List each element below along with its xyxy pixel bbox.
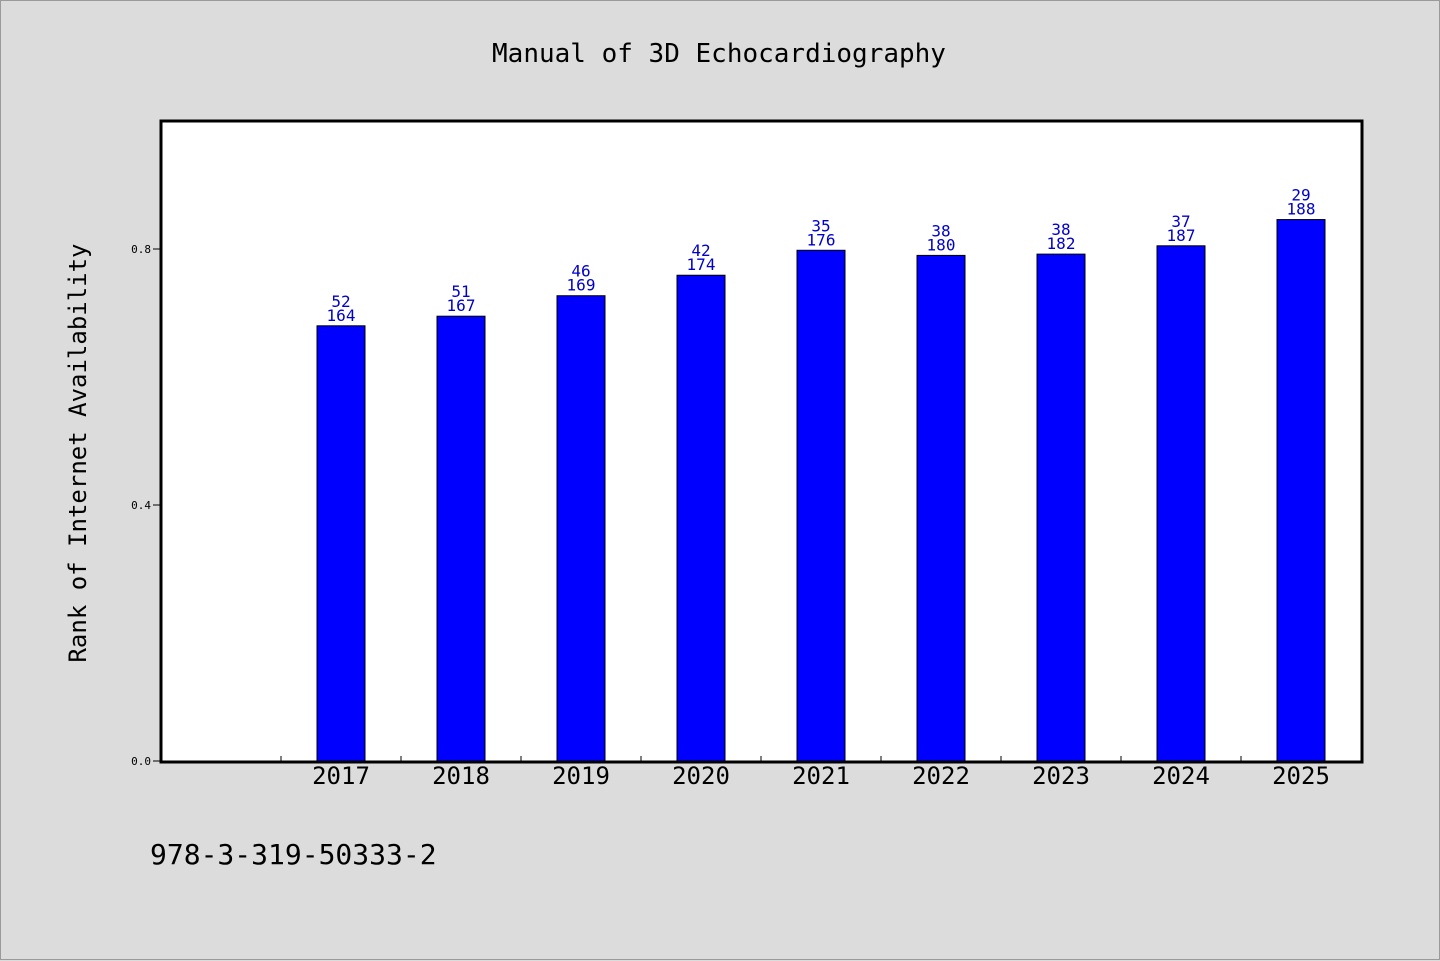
data-label-top-2017: 52 xyxy=(331,292,350,311)
bar-2025 xyxy=(1276,219,1326,762)
bar-2020 xyxy=(676,274,726,762)
data-label-bottom-2024: 187 xyxy=(1167,226,1196,245)
data-label-bottom-2022: 180 xyxy=(927,235,956,254)
bar-2019 xyxy=(556,295,606,762)
data-label-top-2022: 38 xyxy=(931,221,950,240)
data-label-top-2020: 42 xyxy=(691,241,710,260)
data-label-bottom-2021: 176 xyxy=(807,230,836,249)
x-tick-label-2019: 2019 xyxy=(552,762,610,790)
data-label-bottom-2019: 169 xyxy=(567,276,596,295)
data-label-bottom-2025: 188 xyxy=(1287,200,1316,219)
data-label-bottom-2018: 167 xyxy=(447,296,476,315)
x-tick-label-2024: 2024 xyxy=(1152,762,1210,790)
isbn-footnote: 978-3-319-50333-2 xyxy=(150,838,437,871)
y-tick-label: 0.8 xyxy=(131,243,151,256)
data-label-top-2024: 37 xyxy=(1171,212,1190,231)
x-tick-label-2023: 2023 xyxy=(1032,762,1090,790)
y-tick-label: 0.4 xyxy=(131,499,151,512)
bar-2017 xyxy=(316,325,366,762)
data-label-top-2025: 29 xyxy=(1291,186,1310,205)
bar-2023 xyxy=(1036,253,1086,762)
bar-2024 xyxy=(1156,245,1206,762)
x-tick-label-2020: 2020 xyxy=(672,762,730,790)
y-axis: 0.0 0.4 0.8 xyxy=(131,243,161,768)
x-tick-label-2021: 2021 xyxy=(792,762,850,790)
data-label-bottom-2017: 164 xyxy=(327,306,356,325)
y-axis-label: Rank of Internet Availability xyxy=(64,243,92,662)
data-label-top-2018: 51 xyxy=(451,282,470,301)
bar-2021 xyxy=(796,249,846,762)
data-label-top-2021: 35 xyxy=(811,216,830,235)
data-label-top-2023: 38 xyxy=(1051,220,1070,239)
bar-2018 xyxy=(436,315,486,762)
x-tick-label-2022: 2022 xyxy=(912,762,970,790)
data-label-bottom-2023: 182 xyxy=(1047,234,1076,253)
x-tick-label-2025: 2025 xyxy=(1272,762,1330,790)
data-label-top-2019: 46 xyxy=(571,262,590,281)
bar-2022 xyxy=(916,254,966,762)
y-tick-label: 0.0 xyxy=(131,755,151,768)
x-axis: 2017 2018 2019 2020 2021 2022 2023 2024 2025 xyxy=(280,756,1330,790)
x-tick-label-2017: 2017 xyxy=(312,762,370,790)
chart-title: Manual of 3D Echocardiography xyxy=(492,39,946,69)
data-label-bottom-2020: 174 xyxy=(687,255,716,274)
x-tick-label-2018: 2018 xyxy=(432,762,490,790)
bars-layer xyxy=(316,219,1326,762)
